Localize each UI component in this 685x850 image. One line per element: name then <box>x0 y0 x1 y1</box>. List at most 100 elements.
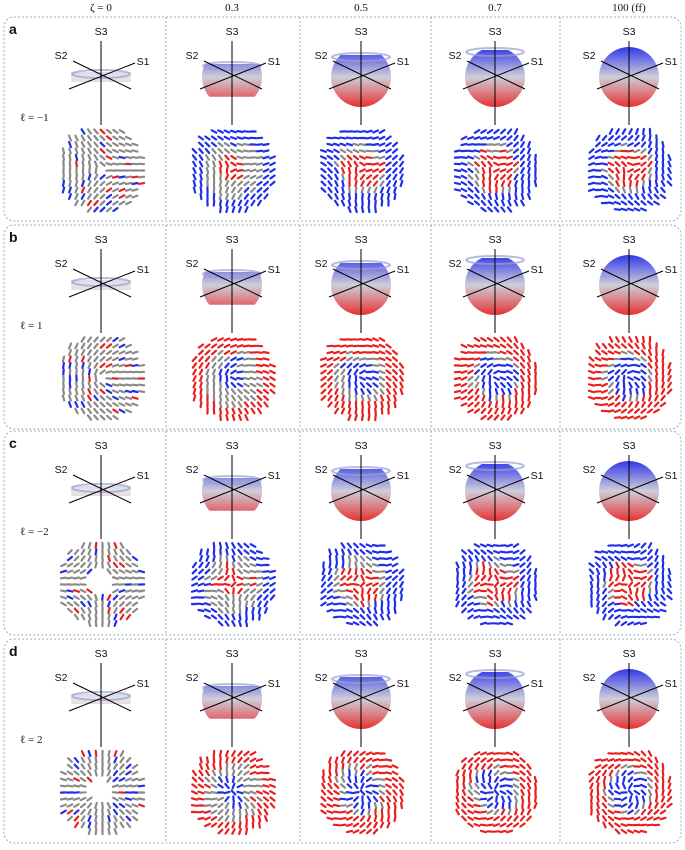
polarization-ellipse <box>269 161 276 167</box>
polarization-ellipse <box>378 576 386 580</box>
polarization-ellipse <box>654 568 659 575</box>
polarization-ellipse <box>359 750 366 757</box>
polarization-ellipse <box>505 550 514 554</box>
polarization-ellipse <box>131 181 139 186</box>
polarization-ellipse <box>526 362 532 369</box>
polarization-ellipse <box>255 155 264 160</box>
polarization-ellipse <box>236 136 244 140</box>
polarization-ellipse <box>667 167 672 174</box>
polarization-ellipse <box>607 161 615 167</box>
polarization-ellipse <box>320 809 327 815</box>
polarization-ellipse <box>345 136 354 140</box>
polarization-ellipse <box>197 575 205 581</box>
polarization-ellipse <box>112 206 119 213</box>
polarization-ellipse <box>320 363 327 368</box>
polarization-ellipse <box>512 161 520 167</box>
polarization-ellipse <box>341 173 345 181</box>
polarization-ellipse <box>262 370 270 374</box>
polarization-ellipse <box>486 608 494 613</box>
polarization-ellipse <box>371 758 380 762</box>
polarization-ellipse <box>223 148 231 154</box>
polarization-ellipse <box>398 154 405 161</box>
polarization-ellipse <box>340 407 346 415</box>
polarization-ellipse <box>190 797 199 801</box>
polarization-ellipse <box>238 619 242 628</box>
polarization-ellipse <box>520 179 525 188</box>
polarization-ellipse <box>526 401 532 408</box>
polarization-ellipse <box>519 160 526 168</box>
polarization-ellipse <box>242 136 251 140</box>
polarization-ellipse <box>501 192 505 201</box>
polarization-ellipse <box>474 388 480 395</box>
polarization-ellipse <box>474 549 480 555</box>
polarization-ellipse <box>339 136 347 140</box>
polarization-ellipse <box>596 782 600 790</box>
polarization-ellipse <box>398 568 405 575</box>
polarization-ellipse <box>373 394 378 402</box>
polarization-ellipse <box>125 408 132 414</box>
polarization-ellipse <box>190 804 199 807</box>
polarization-ellipse <box>512 757 520 763</box>
s1-axis <box>462 270 530 298</box>
polarization-ellipse <box>339 608 347 613</box>
polarization-ellipse <box>398 776 405 783</box>
polarization-ellipse <box>217 607 224 614</box>
polarization-ellipse <box>66 763 74 770</box>
polarization-ellipse <box>118 187 126 193</box>
polarization-ellipse <box>327 167 333 174</box>
polarization-ellipse <box>223 582 231 587</box>
polarization-ellipse <box>460 168 468 173</box>
polarization-ellipse <box>86 561 93 569</box>
polarization-ellipse <box>230 155 237 160</box>
polarization-ellipse <box>262 784 270 788</box>
polarization-ellipse <box>112 135 119 141</box>
polarization-ellipse <box>93 199 99 207</box>
polarization-ellipse <box>93 401 99 408</box>
polarization-ellipse <box>66 595 74 600</box>
polarization-ellipse <box>365 763 373 770</box>
polarization-ellipse <box>607 601 615 607</box>
polarization-ellipse <box>205 756 210 764</box>
polarization-ellipse <box>486 757 494 763</box>
polarization-field <box>587 335 673 420</box>
polarization-ellipse <box>666 795 673 803</box>
polarization-ellipse <box>466 357 475 361</box>
polarization-ellipse <box>113 555 118 562</box>
s2-axis <box>203 268 263 298</box>
polarization-ellipse <box>262 180 270 187</box>
polarization-ellipse <box>391 770 399 776</box>
polarization-ellipse <box>526 769 532 777</box>
polarization-ellipse <box>474 186 480 194</box>
polarization-ellipse <box>119 750 125 757</box>
polarization-ellipse <box>594 764 602 769</box>
polarization-ellipse <box>105 187 113 193</box>
polarization-ellipse <box>354 199 358 207</box>
polarization-ellipse <box>359 369 366 375</box>
polarization-ellipse <box>461 815 467 822</box>
polarization-ellipse <box>519 782 526 790</box>
polarization-ellipse <box>365 751 373 756</box>
polarization-ellipse <box>326 809 334 815</box>
polarization-ellipse <box>87 756 92 764</box>
polarization-ellipse <box>73 821 80 829</box>
polarization-ellipse <box>635 394 639 402</box>
polarization-ellipse <box>101 801 104 810</box>
polarization-ellipse <box>391 356 399 362</box>
polarization-ellipse <box>626 764 635 769</box>
polarization-ellipse <box>87 394 92 402</box>
polarization-ellipse <box>217 356 224 362</box>
polarization-ellipse <box>218 186 223 194</box>
polarization-ellipse <box>384 563 393 567</box>
polarization-ellipse <box>339 810 347 814</box>
polarization-ellipse <box>262 388 270 395</box>
polarization-ellipse <box>81 361 85 370</box>
polarization-ellipse <box>392 581 398 588</box>
polarization-ellipse <box>519 154 526 161</box>
polarization-ellipse <box>346 783 353 789</box>
polarization-ellipse <box>506 173 513 181</box>
polarization-ellipse <box>607 796 615 802</box>
polarization-ellipse <box>492 544 501 547</box>
polarization-ellipse <box>661 173 665 181</box>
